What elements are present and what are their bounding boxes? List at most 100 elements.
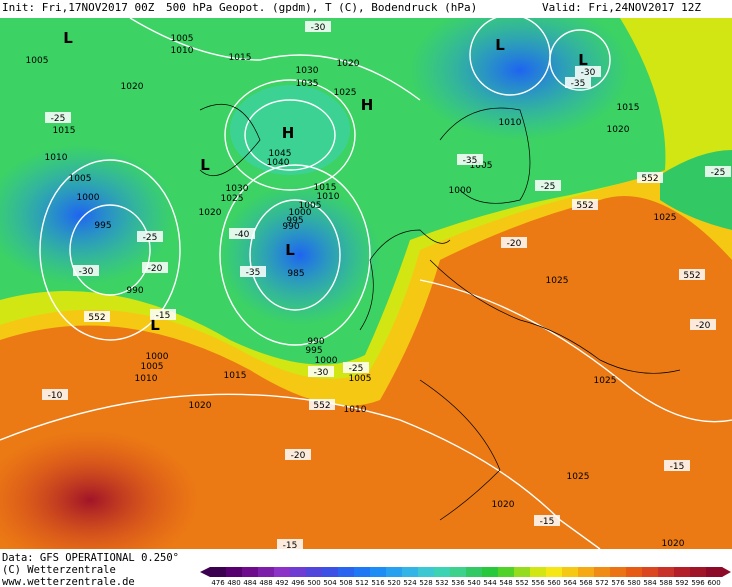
isoline-label: -20 [696, 321, 711, 331]
scale-label: 532 [435, 579, 448, 587]
scale-swatch [594, 567, 611, 577]
scale-label: 504 [323, 579, 337, 587]
label-box [277, 539, 303, 549]
scale-label: 576 [611, 579, 625, 587]
scale-label: 496 [291, 579, 305, 587]
scale-label: 560 [547, 579, 560, 587]
label-box [572, 199, 598, 210]
isoline-label: 1015 [314, 183, 337, 193]
scale-label: 524 [403, 579, 417, 587]
label-box [73, 265, 99, 276]
isoline-label: 1025 [334, 88, 357, 98]
scale-swatch [210, 567, 227, 577]
isoline-label: 1005 [171, 34, 194, 44]
isoline-label: -25 [51, 114, 66, 124]
cyan-zone [230, 85, 350, 175]
isoline-label: -25 [349, 364, 364, 374]
isoline-label: -30 [311, 23, 326, 33]
scale-swatch [514, 567, 531, 577]
scale-label: 528 [419, 579, 432, 587]
isoline-label: 990 [307, 337, 324, 347]
scale-label: 480 [227, 579, 240, 587]
map-title: 500 hPa Geopot. (gpdm), T (C), Bodendruc… [166, 1, 477, 14]
scale-label: 484 [243, 579, 257, 587]
label-box [705, 166, 731, 177]
isoline-label: 1000 [315, 356, 338, 366]
scale-swatch [498, 567, 515, 577]
label-box [240, 266, 266, 277]
scale-arrow-right [722, 567, 731, 577]
isoline-label: 1020 [337, 59, 360, 69]
scale-label: 584 [643, 579, 657, 587]
scale-label: 544 [483, 579, 497, 587]
coastlines [199, 103, 681, 521]
isoline-label: 1030 [226, 184, 249, 194]
scale-label: 552 [515, 579, 528, 587]
scale-swatch [226, 567, 243, 577]
isoline-label: 995 [286, 216, 303, 226]
scale-swatch [642, 567, 659, 577]
isoline-label: -35 [463, 156, 478, 166]
isoline-label: 1005 [141, 362, 164, 372]
red-high [0, 430, 200, 549]
scale-swatch [402, 567, 419, 577]
copyright: (C) Wetterzentrale [2, 564, 116, 576]
isoline-label: 1005 [470, 161, 493, 171]
label-box [575, 66, 601, 77]
scale-label: 508 [339, 579, 352, 587]
isoline-label: -35 [571, 79, 586, 89]
header-band [0, 0, 732, 18]
isoline-label: 1000 [77, 193, 100, 203]
isoline-label: 1015 [224, 371, 247, 381]
isoline-label: -25 [541, 182, 556, 192]
isoline-label: -10 [48, 391, 63, 401]
scale-label: 500 [307, 579, 320, 587]
isoline-label: 1000 [449, 186, 472, 196]
label-box [42, 389, 68, 400]
isoline-label: 552 [313, 401, 330, 411]
scale-swatch [274, 567, 291, 577]
isoline-label: 1045 [269, 149, 292, 159]
scale-label: 548 [499, 579, 512, 587]
isoline-label: -15 [670, 462, 685, 472]
isoline-label: 995 [305, 346, 322, 356]
isoline-label: 1005 [69, 174, 92, 184]
label-box [565, 77, 591, 88]
pressure-center: L [495, 36, 505, 54]
scale-swatch [466, 567, 483, 577]
pressure-center: H [361, 96, 374, 114]
isoline-label: 1000 [289, 208, 312, 218]
scale-swatch [658, 567, 675, 577]
pressure-center: L [150, 316, 160, 334]
scale-swatch [626, 567, 643, 577]
isoline-label: 1015 [53, 126, 76, 136]
isoline-label: 990 [126, 286, 143, 296]
isoline-label: 1005 [26, 56, 49, 66]
label-box [343, 362, 369, 373]
scale-label: 492 [275, 579, 288, 587]
isoline-label: 1020 [121, 82, 144, 92]
isoline-label: 1015 [229, 53, 252, 63]
scale-swatch [610, 567, 627, 577]
scale-label: 592 [675, 579, 688, 587]
scale-label: 536 [451, 579, 465, 587]
isoline-label: 1010 [344, 405, 367, 415]
isoline-label: -35 [246, 268, 261, 278]
isoline-label: -15 [156, 311, 171, 321]
blue-low [0, 145, 175, 285]
isoline-label: -30 [581, 68, 596, 78]
isoline-label: 995 [94, 221, 111, 231]
isoline-label: 1010 [45, 153, 68, 163]
isoline-label: -15 [540, 517, 555, 527]
isoline-label: 1020 [662, 539, 685, 549]
scale-label: 540 [467, 579, 480, 587]
isoline-label: 1025 [567, 472, 590, 482]
scale-swatch [450, 567, 467, 577]
isoline-label: 552 [641, 174, 658, 184]
isoline-label: -15 [283, 541, 298, 551]
scale-swatch [258, 567, 275, 577]
isoline-label: 552 [576, 201, 593, 211]
isoline-label: 1035 [296, 79, 319, 89]
